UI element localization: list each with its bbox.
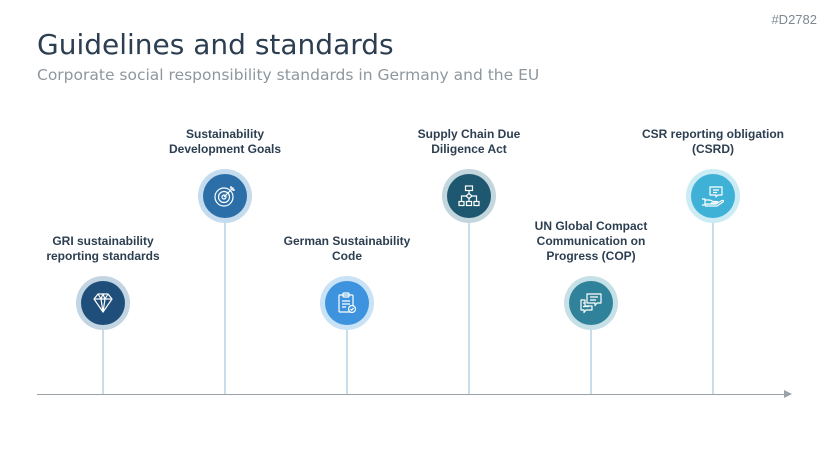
milestone-stem — [224, 223, 226, 394]
milestone-ring — [198, 169, 252, 223]
milestone-label: Sustainability Development Goals — [168, 127, 282, 156]
clipboard-check-icon — [338, 292, 357, 314]
milestone-label: German Sustainability Code — [283, 234, 411, 263]
page-id: #D2782 — [771, 12, 817, 27]
milestone-ring — [442, 169, 496, 223]
milestone-circle — [203, 174, 247, 218]
milestone-ring — [686, 169, 740, 223]
flowchart-icon — [458, 185, 480, 207]
timeline-arrowhead — [784, 390, 792, 398]
milestone-circle — [569, 281, 613, 325]
milestone-ring — [564, 276, 618, 330]
target-icon — [214, 186, 235, 207]
milestone-circle — [325, 281, 369, 325]
milestone-ring — [76, 276, 130, 330]
timeline-axis — [37, 394, 789, 395]
milestone-stem — [102, 330, 104, 394]
milestone-stem — [590, 330, 592, 394]
milestone-ring — [320, 276, 374, 330]
milestone-stem — [712, 223, 714, 394]
milestone-stem — [468, 223, 470, 394]
milestone-label: Supply Chain Due Diligence Act — [417, 127, 521, 156]
milestone-circle — [691, 174, 735, 218]
milestone-label: UN Global Compact Communication on Progr… — [534, 219, 648, 263]
diamond-icon — [93, 293, 113, 313]
page-subtitle: Corporate social responsibility standard… — [37, 66, 540, 84]
milestone-circle — [447, 174, 491, 218]
milestone-circle — [81, 281, 125, 325]
chat-bubbles-icon — [580, 293, 602, 314]
milestone-label: CSR reporting obligation (CSRD) — [642, 127, 784, 156]
milestone-label: GRI sustainability reporting standards — [46, 234, 160, 263]
milestone-stem — [346, 330, 348, 394]
hand-message-icon — [702, 186, 725, 207]
page-title: Guidelines and standards — [37, 28, 394, 61]
